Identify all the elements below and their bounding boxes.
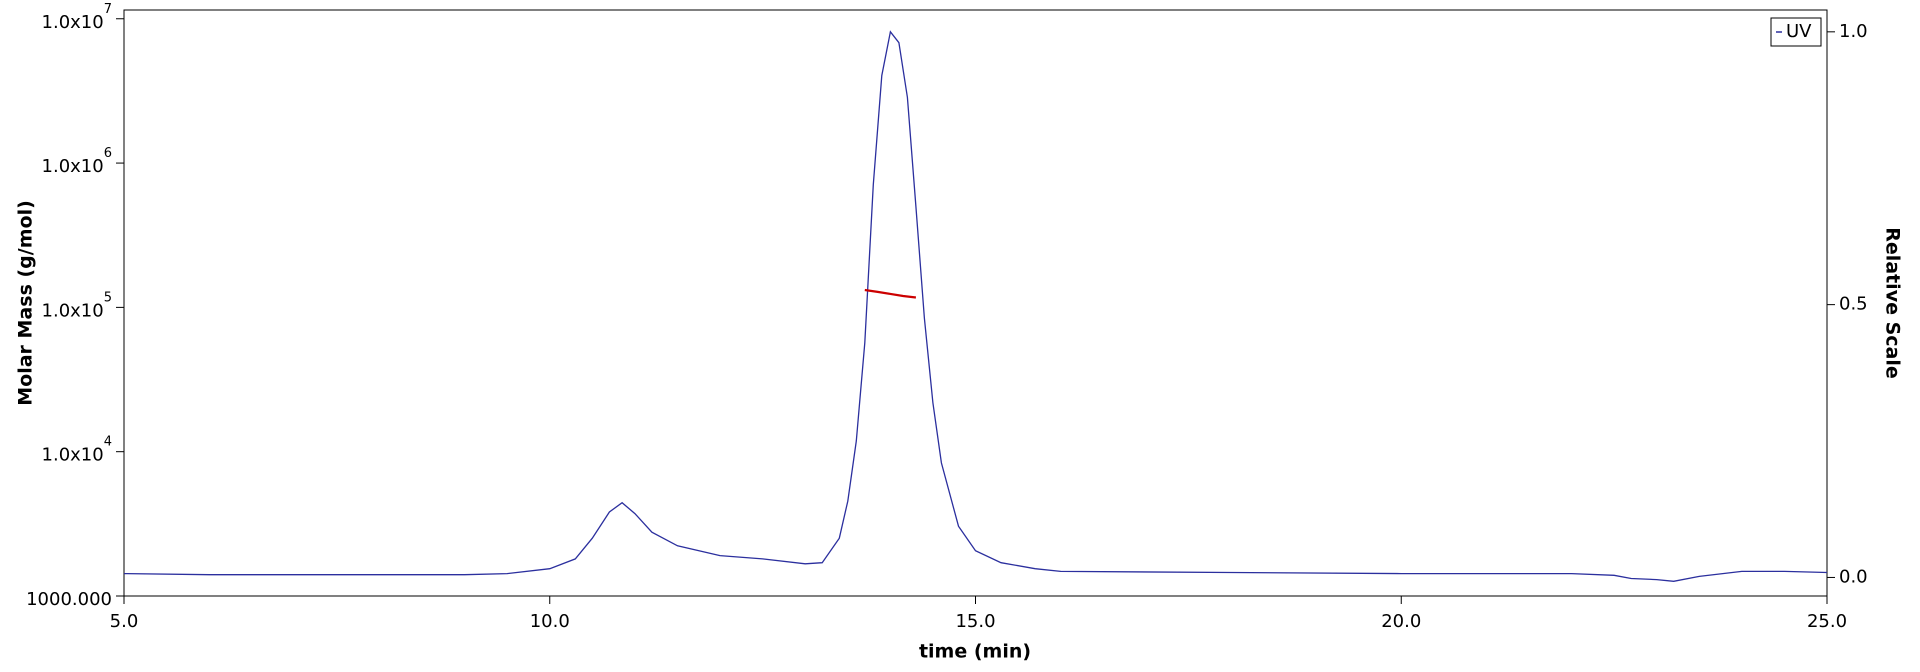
y-tick-label: 1.0x104 <box>42 434 112 466</box>
legend-label: UV <box>1786 21 1812 42</box>
y-tick-mantissa: 1.0x10 <box>42 445 104 466</box>
x-tick-label: 20.0 <box>1381 611 1421 632</box>
y-tick-label: 1000.000 <box>26 589 112 610</box>
y-tick-label: 1.0x106 <box>42 146 112 178</box>
y-tick-exponent: 5 <box>104 290 112 305</box>
y-tick-mantissa: 1000.000 <box>26 589 112 610</box>
y2-tick-label: 0.0 <box>1839 566 1868 587</box>
y-tick-exponent: 7 <box>104 1 112 16</box>
y-tick-mantissa: 1.0x10 <box>42 12 104 33</box>
y-tick-label: 1.0x105 <box>42 290 112 322</box>
series-line <box>864 288 917 299</box>
x-tick-label: 15.0 <box>955 611 995 632</box>
plot-frame <box>123 9 1828 597</box>
y-tick-mantissa: 1.0x10 <box>42 156 104 177</box>
y-tick-mantissa: 1.0x10 <box>42 300 104 321</box>
y2-axis-title: Relative Scale <box>1882 227 1904 379</box>
y-tick-exponent: 6 <box>104 146 112 161</box>
x-tick-label: 10.0 <box>530 611 570 632</box>
x-tick-label: 5.0 <box>110 611 139 632</box>
y-tick-label: 1.0x107 <box>42 1 112 33</box>
y2-tick-label: 1.0 <box>1839 21 1868 42</box>
x-tick-label: 25.0 <box>1807 611 1847 632</box>
series-line <box>123 30 1828 582</box>
y2-tick-label: 0.5 <box>1839 294 1868 315</box>
x-axis-title: time (min) <box>919 641 1031 663</box>
y-tick-exponent: 4 <box>104 434 112 449</box>
y-axis-title: Molar Mass (g/mol) <box>15 200 37 406</box>
